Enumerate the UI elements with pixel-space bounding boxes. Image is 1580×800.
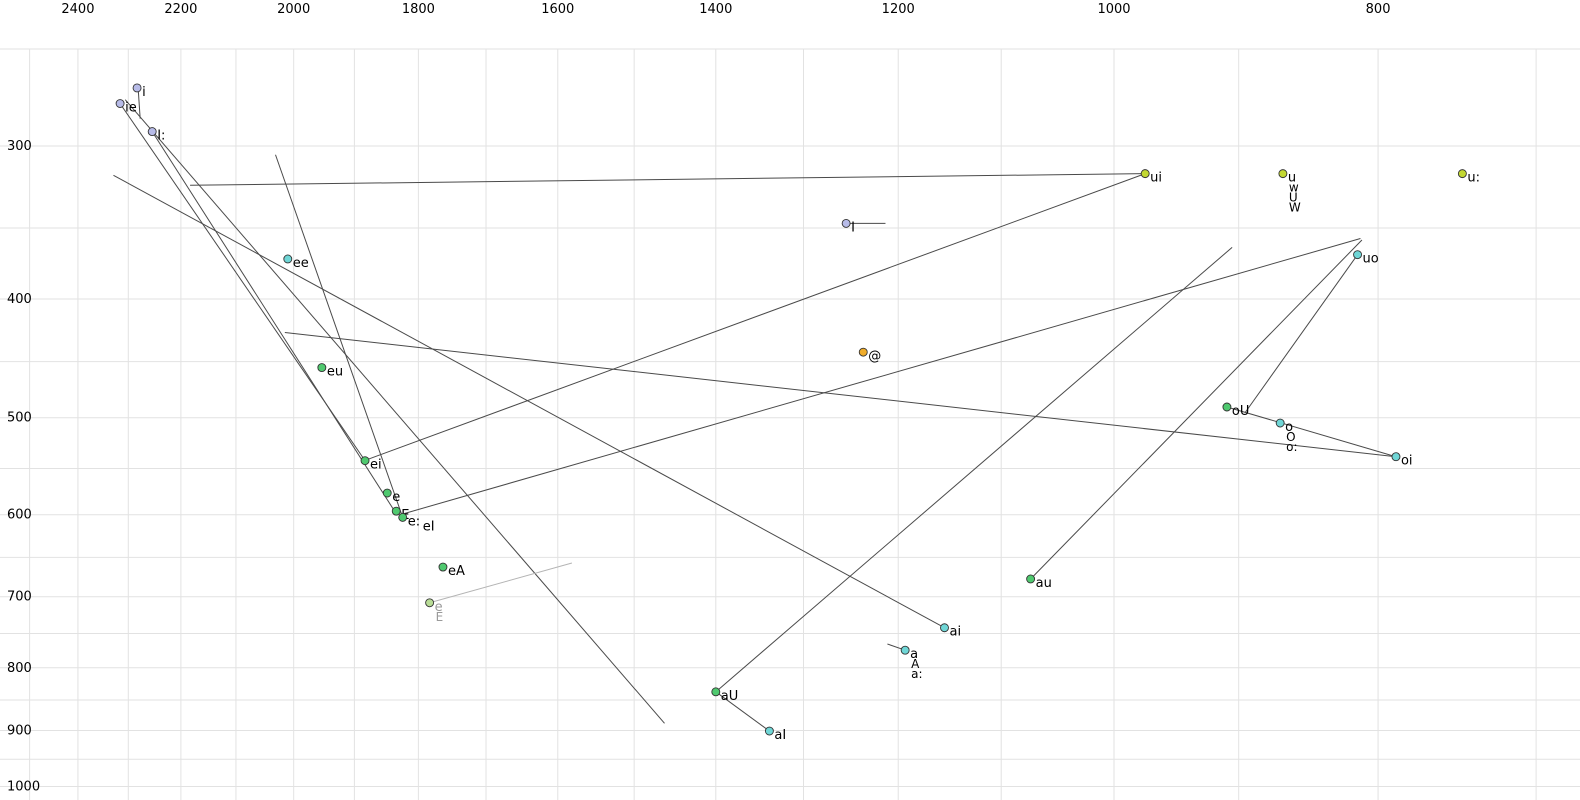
- x-axis-tick-label: 1600: [541, 2, 574, 17]
- x-axis-tick-label: 1800: [402, 2, 435, 17]
- vowel-point[interactable]: [900, 645, 910, 655]
- vowel-label: eA: [448, 564, 465, 579]
- vowel-trajectory-line: [1244, 254, 1358, 413]
- vowel-trajectory-line: [399, 238, 1361, 516]
- vowel-point[interactable]: [1353, 250, 1362, 260]
- x-axis-tick-label: 2200: [164, 2, 197, 17]
- vowel-label: a: [910, 647, 918, 662]
- vowel-point[interactable]: [711, 687, 721, 697]
- vowel-label: ie: [125, 101, 137, 116]
- vowel-label: @: [868, 349, 881, 364]
- vowel-label: e:: [408, 514, 420, 529]
- vowel-point[interactable]: [940, 623, 949, 633]
- vowel-trajectory-line: [715, 691, 770, 732]
- vowel-point[interactable]: [1222, 402, 1232, 412]
- vowel-sub-label: o:: [1286, 440, 1297, 454]
- vowel-label: e: [435, 600, 443, 615]
- vowel-label: eI: [423, 520, 435, 535]
- y-axis-tick-label: 700: [7, 590, 32, 605]
- vowel-point[interactable]: [764, 726, 774, 736]
- y-axis-tick-label: 400: [7, 292, 32, 307]
- y-axis-tick-label: 900: [7, 723, 32, 738]
- vowel-point[interactable]: [115, 99, 125, 108]
- vowel-point[interactable]: [1140, 169, 1150, 179]
- vowel-point[interactable]: [841, 218, 851, 228]
- vowel-trajectory-line: [124, 99, 665, 724]
- vowel-point[interactable]: [1275, 418, 1285, 428]
- vowel-sub-label: W: [1289, 201, 1301, 215]
- vowel-label: o: [1285, 420, 1293, 435]
- vowel-point[interactable]: [1457, 169, 1467, 179]
- vowel-trajectory-line: [1226, 406, 1397, 458]
- vowel-trajectory-line: [113, 174, 945, 629]
- vowel-label: u: [1288, 171, 1296, 186]
- x-axis-tick-label: 1000: [1097, 2, 1130, 17]
- vowel-label: ui: [1150, 171, 1162, 186]
- vowel-sub-label: E: [436, 610, 444, 624]
- vowel-label: aI: [774, 728, 786, 743]
- vowel-point[interactable]: [147, 127, 157, 137]
- vowel-point[interactable]: [391, 506, 401, 516]
- vowel-trajectory-line: [715, 247, 1233, 693]
- y-axis-tick-label: 800: [7, 661, 32, 676]
- vowel-trajectory-line: [1030, 239, 1363, 580]
- vowel-point[interactable]: [1391, 452, 1401, 462]
- vowel-label: au: [1036, 576, 1052, 591]
- vowel-label: I:: [157, 129, 165, 144]
- vowel-label: u:: [1467, 171, 1480, 186]
- vowel-point[interactable]: [398, 512, 408, 522]
- vowel-sub-label: w: [1289, 181, 1299, 195]
- vowel-point[interactable]: [438, 562, 448, 572]
- vowel-label: oU: [1232, 404, 1249, 419]
- vowel-point[interactable]: [382, 488, 392, 498]
- vowel-sub-label: O: [1286, 430, 1295, 444]
- y-axis-tick-label: 1000: [7, 780, 40, 795]
- vowel-label: i: [142, 85, 146, 100]
- vowel-label: ai: [949, 625, 961, 640]
- vowel-label: eu: [327, 365, 343, 380]
- y-axis-tick-label: 600: [7, 508, 32, 523]
- y-axis-tick-label: 500: [7, 411, 32, 426]
- vowel-point[interactable]: [425, 598, 435, 608]
- vowel-point[interactable]: [1278, 169, 1288, 179]
- vowel-trajectory-line: [275, 154, 404, 518]
- vowel-sub-label: U: [1289, 191, 1298, 205]
- vowel-point[interactable]: [1026, 574, 1036, 584]
- x-axis-tick-label: 2000: [277, 2, 310, 17]
- vowel-trajectory-line: [429, 562, 573, 604]
- y-axis-tick-label: 300: [7, 139, 32, 154]
- vowel-label: ee: [293, 256, 309, 271]
- vowel-trajectory-line: [137, 87, 141, 119]
- vowel-point[interactable]: [283, 254, 293, 264]
- vowel-trajectory-line: [190, 173, 1146, 186]
- vowel-trajectory-line: [284, 332, 1397, 458]
- vowel-label: oi: [1401, 454, 1413, 469]
- vowel-trajectory-line: [151, 131, 398, 516]
- vowel-label: I: [851, 220, 855, 235]
- vowel-trajectory-line: [119, 103, 366, 461]
- vowel-label: aU: [721, 689, 738, 704]
- x-axis-tick-label: 2400: [61, 2, 94, 17]
- vowel-sub-label: a:: [911, 667, 922, 681]
- x-axis-tick-label: 1200: [882, 2, 915, 17]
- x-axis-tick-label: 800: [1366, 2, 1391, 17]
- vowel-trajectory-line: [366, 173, 1146, 461]
- vowel-point[interactable]: [858, 347, 868, 357]
- vowel-label: ei: [370, 458, 382, 473]
- x-axis-tick-label: 1400: [699, 2, 732, 17]
- vowel-point[interactable]: [132, 83, 142, 93]
- vowel-sub-label: A: [911, 657, 920, 671]
- vowel-label: e: [392, 490, 400, 505]
- vowel-point[interactable]: [360, 456, 370, 466]
- vowel-label: uo: [1363, 252, 1379, 267]
- vowel-point[interactable]: [317, 363, 327, 373]
